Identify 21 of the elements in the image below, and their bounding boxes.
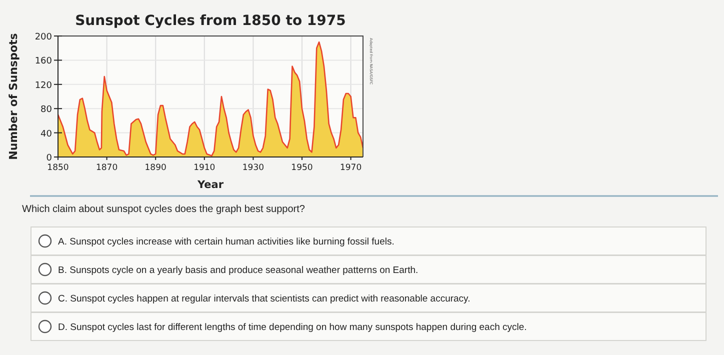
x-tick-label: 1970 xyxy=(340,163,362,173)
text: C. Sunspot cycles happen at regular intervals that scientists can predict with reasonable accuracy. xyxy=(58,294,470,304)
text: Which claim about sunspot cycles does the graph best support? xyxy=(22,204,306,215)
x-tick-label: 1850 xyxy=(47,163,69,173)
x-axis-title: Year xyxy=(196,179,224,191)
y-tick-label: 80 xyxy=(40,105,52,116)
chart-title: Sunspot Cycles from 1850 to 1975 xyxy=(75,13,346,29)
text: D. Sunspot cycles last for different lengths of time depending on how many sunspots happen during each cycle. xyxy=(58,322,527,333)
x-tick-label: 1910 xyxy=(194,163,216,173)
text: B. Sunspots cycle on a yearly basis and produce seasonal weather patterns on Earth. xyxy=(58,265,418,276)
y-tick-label: 40 xyxy=(40,129,52,140)
y-axis-title: Number of Sunspots xyxy=(7,32,20,160)
x-tick-label: 1930 xyxy=(242,163,264,173)
y-tick-label: 160 xyxy=(34,56,52,67)
y-tick-label: 120 xyxy=(34,80,52,91)
x-tick-label: 1890 xyxy=(144,163,166,173)
y-tick-label: 200 xyxy=(34,32,52,42)
text: A. Sunspot cycles increase with certain human activities like burning fossil fuels. xyxy=(58,236,394,248)
x-tick-label: 1870 xyxy=(96,163,118,173)
y-tick-label: 0 xyxy=(46,154,52,164)
x-tick-label: 1950 xyxy=(291,163,313,173)
